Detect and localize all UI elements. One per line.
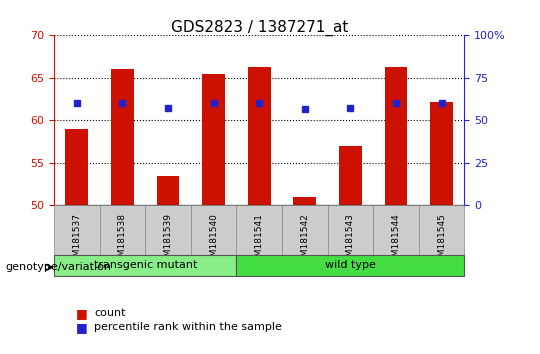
FancyBboxPatch shape — [419, 205, 464, 255]
FancyBboxPatch shape — [54, 205, 99, 255]
Bar — [157, 176, 179, 205]
FancyBboxPatch shape — [99, 205, 145, 255]
FancyBboxPatch shape — [373, 205, 419, 255]
Bar — [384, 67, 407, 205]
FancyBboxPatch shape — [54, 255, 237, 276]
Bar — [65, 129, 88, 205]
Text: ■: ■ — [76, 307, 87, 320]
Bar — [430, 102, 453, 205]
FancyBboxPatch shape — [145, 205, 191, 255]
Text: GSM181542: GSM181542 — [300, 213, 309, 268]
Text: GSM181544: GSM181544 — [392, 213, 401, 268]
Text: transgenic mutant: transgenic mutant — [93, 261, 197, 270]
FancyBboxPatch shape — [328, 205, 373, 255]
Text: ■: ■ — [76, 321, 87, 334]
Text: percentile rank within the sample: percentile rank within the sample — [94, 322, 282, 332]
FancyBboxPatch shape — [237, 255, 464, 276]
Text: GSM181545: GSM181545 — [437, 213, 446, 268]
Bar — [293, 197, 316, 205]
Bar — [248, 67, 271, 205]
Text: GSM181543: GSM181543 — [346, 213, 355, 268]
FancyBboxPatch shape — [191, 205, 237, 255]
Text: GSM181538: GSM181538 — [118, 213, 127, 268]
Bar — [202, 74, 225, 205]
Text: GDS2823 / 1387271_at: GDS2823 / 1387271_at — [171, 20, 348, 36]
Text: wild type: wild type — [325, 261, 376, 270]
FancyBboxPatch shape — [237, 205, 282, 255]
Text: count: count — [94, 308, 126, 318]
Text: genotype/variation: genotype/variation — [5, 262, 111, 272]
FancyBboxPatch shape — [282, 205, 328, 255]
Text: GSM181541: GSM181541 — [255, 213, 264, 268]
Text: GSM181537: GSM181537 — [72, 213, 82, 268]
Bar — [339, 146, 362, 205]
Text: GSM181539: GSM181539 — [164, 213, 172, 268]
Bar — [111, 69, 134, 205]
Text: GSM181540: GSM181540 — [209, 213, 218, 268]
